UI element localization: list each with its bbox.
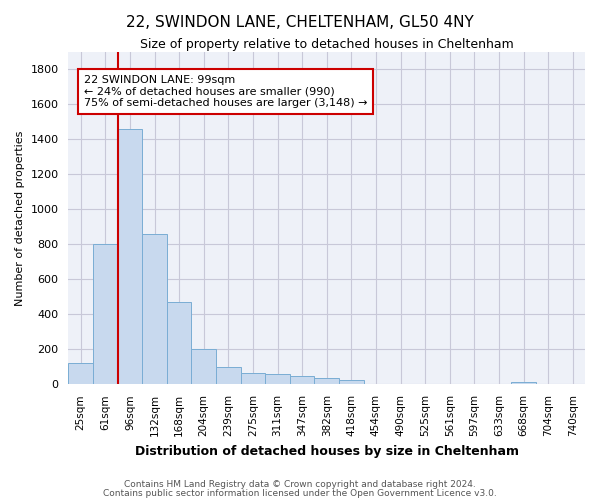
Bar bbox=[142, 234, 167, 384]
Bar bbox=[191, 350, 216, 384]
Bar bbox=[314, 378, 339, 384]
Bar bbox=[339, 380, 364, 384]
Bar bbox=[68, 364, 93, 384]
Bar bbox=[167, 302, 191, 384]
Bar bbox=[118, 128, 142, 384]
Bar bbox=[265, 374, 290, 384]
Bar bbox=[216, 367, 241, 384]
Text: 22, SWINDON LANE, CHELTENHAM, GL50 4NY: 22, SWINDON LANE, CHELTENHAM, GL50 4NY bbox=[126, 15, 474, 30]
X-axis label: Distribution of detached houses by size in Cheltenham: Distribution of detached houses by size … bbox=[135, 444, 519, 458]
Text: Contains public sector information licensed under the Open Government Licence v3: Contains public sector information licen… bbox=[103, 488, 497, 498]
Y-axis label: Number of detached properties: Number of detached properties bbox=[15, 130, 25, 306]
Text: Contains HM Land Registry data © Crown copyright and database right 2024.: Contains HM Land Registry data © Crown c… bbox=[124, 480, 476, 489]
Bar bbox=[511, 382, 536, 384]
Bar bbox=[241, 373, 265, 384]
Bar bbox=[290, 376, 314, 384]
Bar bbox=[93, 244, 118, 384]
Title: Size of property relative to detached houses in Cheltenham: Size of property relative to detached ho… bbox=[140, 38, 514, 51]
Text: 22 SWINDON LANE: 99sqm
← 24% of detached houses are smaller (990)
75% of semi-de: 22 SWINDON LANE: 99sqm ← 24% of detached… bbox=[84, 75, 367, 108]
